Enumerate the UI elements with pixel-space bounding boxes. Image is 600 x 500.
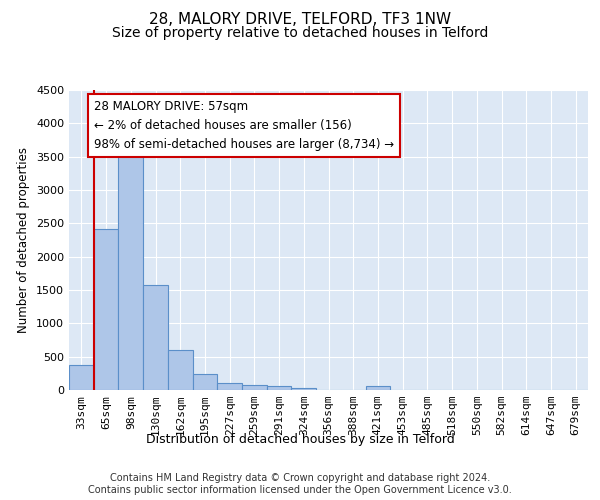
Bar — [292, 388, 316, 390]
Bar — [267, 386, 292, 390]
Bar — [242, 385, 267, 390]
Bar — [168, 350, 193, 390]
Bar — [69, 366, 94, 390]
Text: Distribution of detached houses by size in Telford: Distribution of detached houses by size … — [146, 432, 454, 446]
Text: 28 MALORY DRIVE: 57sqm
← 2% of detached houses are smaller (156)
98% of semi-det: 28 MALORY DRIVE: 57sqm ← 2% of detached … — [94, 100, 394, 151]
Y-axis label: Number of detached properties: Number of detached properties — [17, 147, 31, 333]
Text: Contains HM Land Registry data © Crown copyright and database right 2024.
Contai: Contains HM Land Registry data © Crown c… — [88, 474, 512, 495]
Bar — [193, 374, 217, 390]
Bar — [365, 386, 390, 390]
Bar — [217, 382, 242, 390]
Bar — [94, 228, 118, 390]
Bar — [118, 148, 143, 390]
Text: 28, MALORY DRIVE, TELFORD, TF3 1NW: 28, MALORY DRIVE, TELFORD, TF3 1NW — [149, 12, 451, 28]
Text: Size of property relative to detached houses in Telford: Size of property relative to detached ho… — [112, 26, 488, 40]
Bar — [143, 284, 168, 390]
